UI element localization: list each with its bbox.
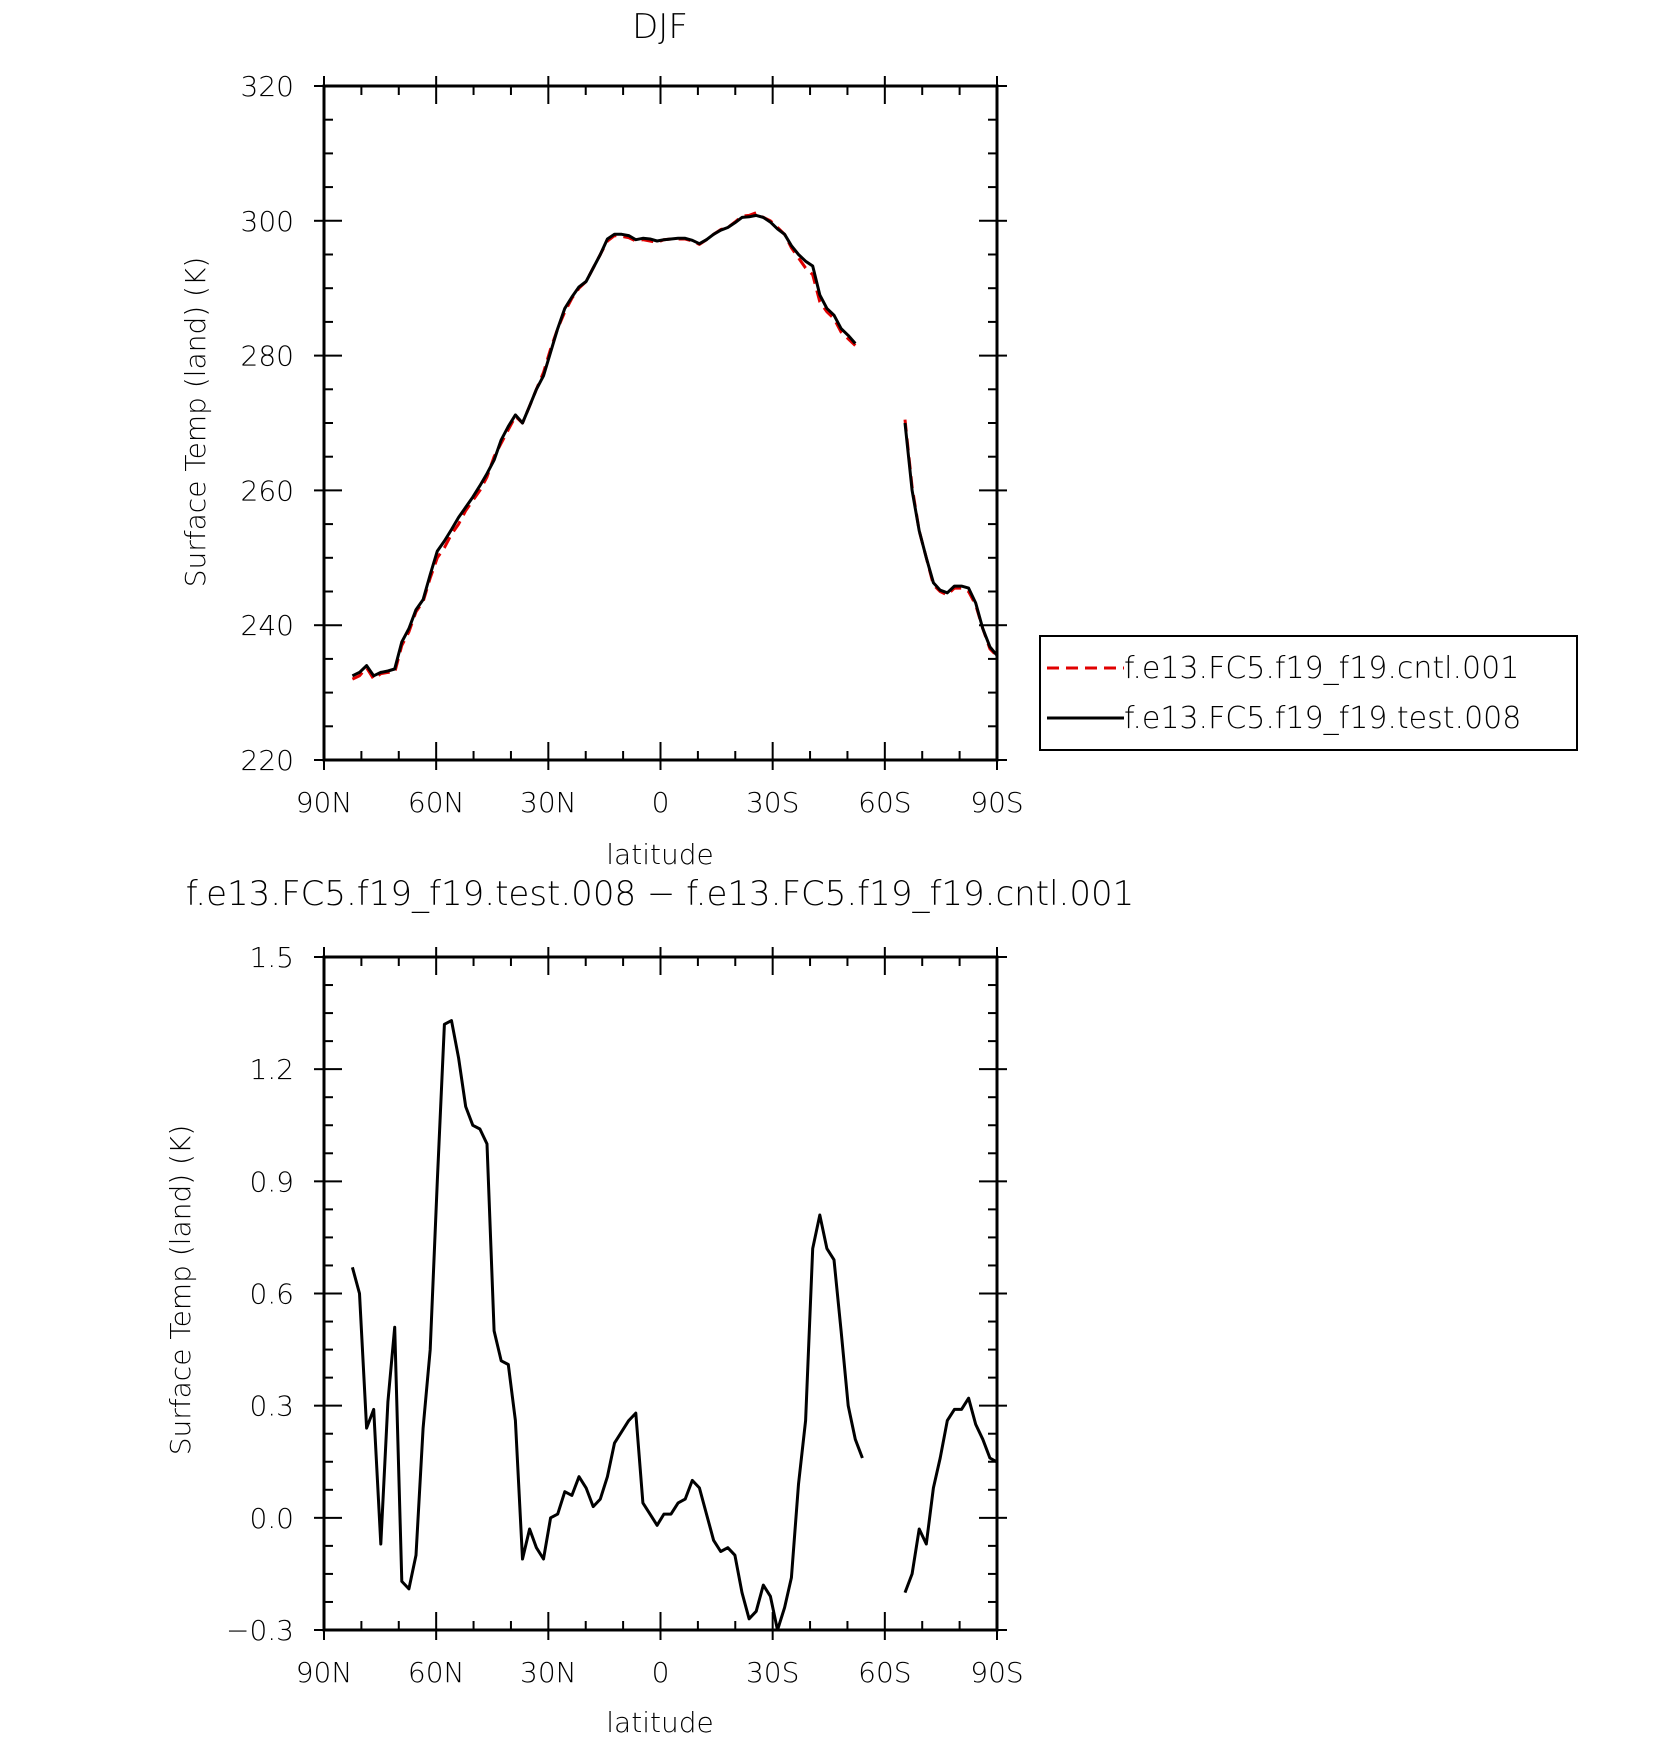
y-tick-label: 300 <box>241 205 294 238</box>
series-line-cntl-1 <box>903 419 998 657</box>
legend-box <box>1039 635 1578 751</box>
series-line-test-0 <box>351 213 857 678</box>
bottom-chart-title: f.e13.FC5.f19_f19.test.008 − f.e13.FC5.f… <box>186 874 1134 914</box>
y-tick-label: 0.3 <box>249 1390 294 1423</box>
top-chart-title: DJF <box>632 7 688 47</box>
x-tick-label: 60S <box>858 786 911 819</box>
x-tick-label: 0 <box>652 1656 670 1689</box>
y-tick-label: 320 <box>241 70 294 103</box>
legend: f.e13.FC5.f19_f19.cntl.001 f.e13.FC5.f19… <box>1039 635 1578 751</box>
x-tick-label: 90N <box>296 1656 353 1689</box>
x-tick-label: 90S <box>970 786 1023 819</box>
series-line-test-1 <box>903 422 998 656</box>
plot-frame <box>322 84 999 762</box>
x-tick-label: 60N <box>408 1656 465 1689</box>
x-tick-label: 30S <box>746 1656 799 1689</box>
y-tick-label: 220 <box>241 744 294 777</box>
y-tick-label: 0.0 <box>249 1502 294 1535</box>
legend-label-test: f.e13.FC5.f19_f19.test.008 <box>1124 701 1521 736</box>
difference-line-0 <box>350 1019 864 1632</box>
difference-line-1 <box>903 1396 998 1594</box>
y-tick-label: 280 <box>241 340 294 373</box>
top-panel-djf: DJF latitude Surface Temp (land) (K) f.e… <box>179 7 1578 871</box>
bottom-y-axis-label: Surface Temp (land) (K) <box>164 1125 197 1456</box>
y-tick-label: 240 <box>241 609 294 642</box>
bottom-x-axis-label: latitude <box>606 1706 713 1739</box>
x-tick-label: 30N <box>520 786 577 819</box>
x-tick-label: 90N <box>296 786 353 819</box>
top-x-axis-label: latitude <box>606 838 713 871</box>
x-tick-label: 30N <box>520 1656 577 1689</box>
bottom-panel-difference: f.e13.FC5.f19_f19.test.008 − f.e13.FC5.f… <box>164 874 1134 1739</box>
legend-label-cntl: f.e13.FC5.f19_f19.cntl.001 <box>1124 651 1519 686</box>
y-tick-label: −0.3 <box>226 1614 294 1647</box>
y-tick-label: 0.9 <box>249 1165 294 1198</box>
y-tick-label: 0.6 <box>249 1278 294 1311</box>
x-tick-label: 0 <box>652 786 670 819</box>
top-y-axis-label: Surface Temp (land) (K) <box>179 257 212 588</box>
series-line-cntl-0 <box>351 211 857 681</box>
x-tick-label: 60S <box>858 1656 911 1689</box>
plot-frame <box>322 955 999 1632</box>
y-tick-label: 1.5 <box>249 941 294 974</box>
y-tick-label: 260 <box>241 474 294 507</box>
x-tick-label: 30S <box>746 786 799 819</box>
x-tick-label: 90S <box>970 1656 1023 1689</box>
y-tick-label: 1.2 <box>249 1053 294 1086</box>
x-tick-label: 60N <box>408 786 465 819</box>
